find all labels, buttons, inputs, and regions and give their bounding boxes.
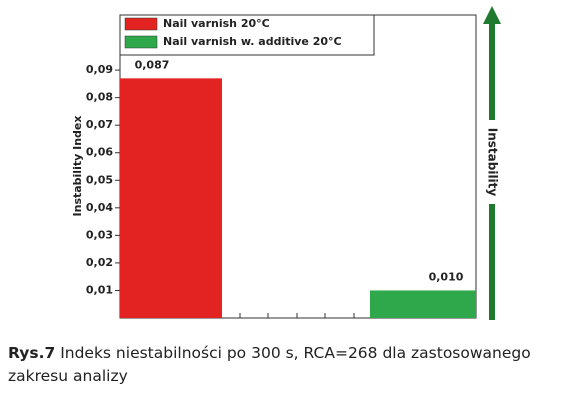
legend-swatch [124, 17, 158, 31]
y-tick-label: 0,02 [86, 256, 113, 269]
bar [370, 290, 476, 318]
x-minor-ticks [239, 313, 355, 318]
y-tick-label: 0,07 [86, 118, 113, 131]
bar [120, 78, 222, 318]
y-tick-label: 0,06 [86, 146, 113, 159]
y-tick-label: 0,08 [86, 91, 113, 104]
y-tick-label: 0,05 [86, 173, 113, 186]
y-tick-label: 0,03 [86, 228, 113, 241]
legend-label: Nail varnish w. additive 20°C [163, 35, 342, 48]
value-label: 0,087 [135, 58, 170, 71]
y-tick-label: 0,01 [86, 283, 113, 296]
caption: Rys.7 Indeks niestabilności po 300 s, RC… [8, 342, 576, 388]
legend-swatch [124, 35, 158, 49]
legend-box [119, 14, 375, 56]
y-tick-label: 0,04 [86, 201, 113, 214]
caption-text: Indeks niestabilności po 300 s, RCA=268 … [8, 344, 531, 385]
arrow-head [483, 6, 501, 24]
value-label: 0,010 [429, 270, 464, 283]
y-axis-label: Instability Index [71, 116, 84, 217]
caption-label: Rys.7 [8, 344, 56, 362]
legend-label: Nail varnish 20°C [163, 17, 270, 30]
y-tick-label: 0,09 [86, 63, 113, 76]
chart: Instability Index Instability 0,01 0,02 0,… [71, 6, 502, 320]
arrow-gap [482, 120, 502, 204]
arrow-label: Instability [486, 128, 500, 197]
